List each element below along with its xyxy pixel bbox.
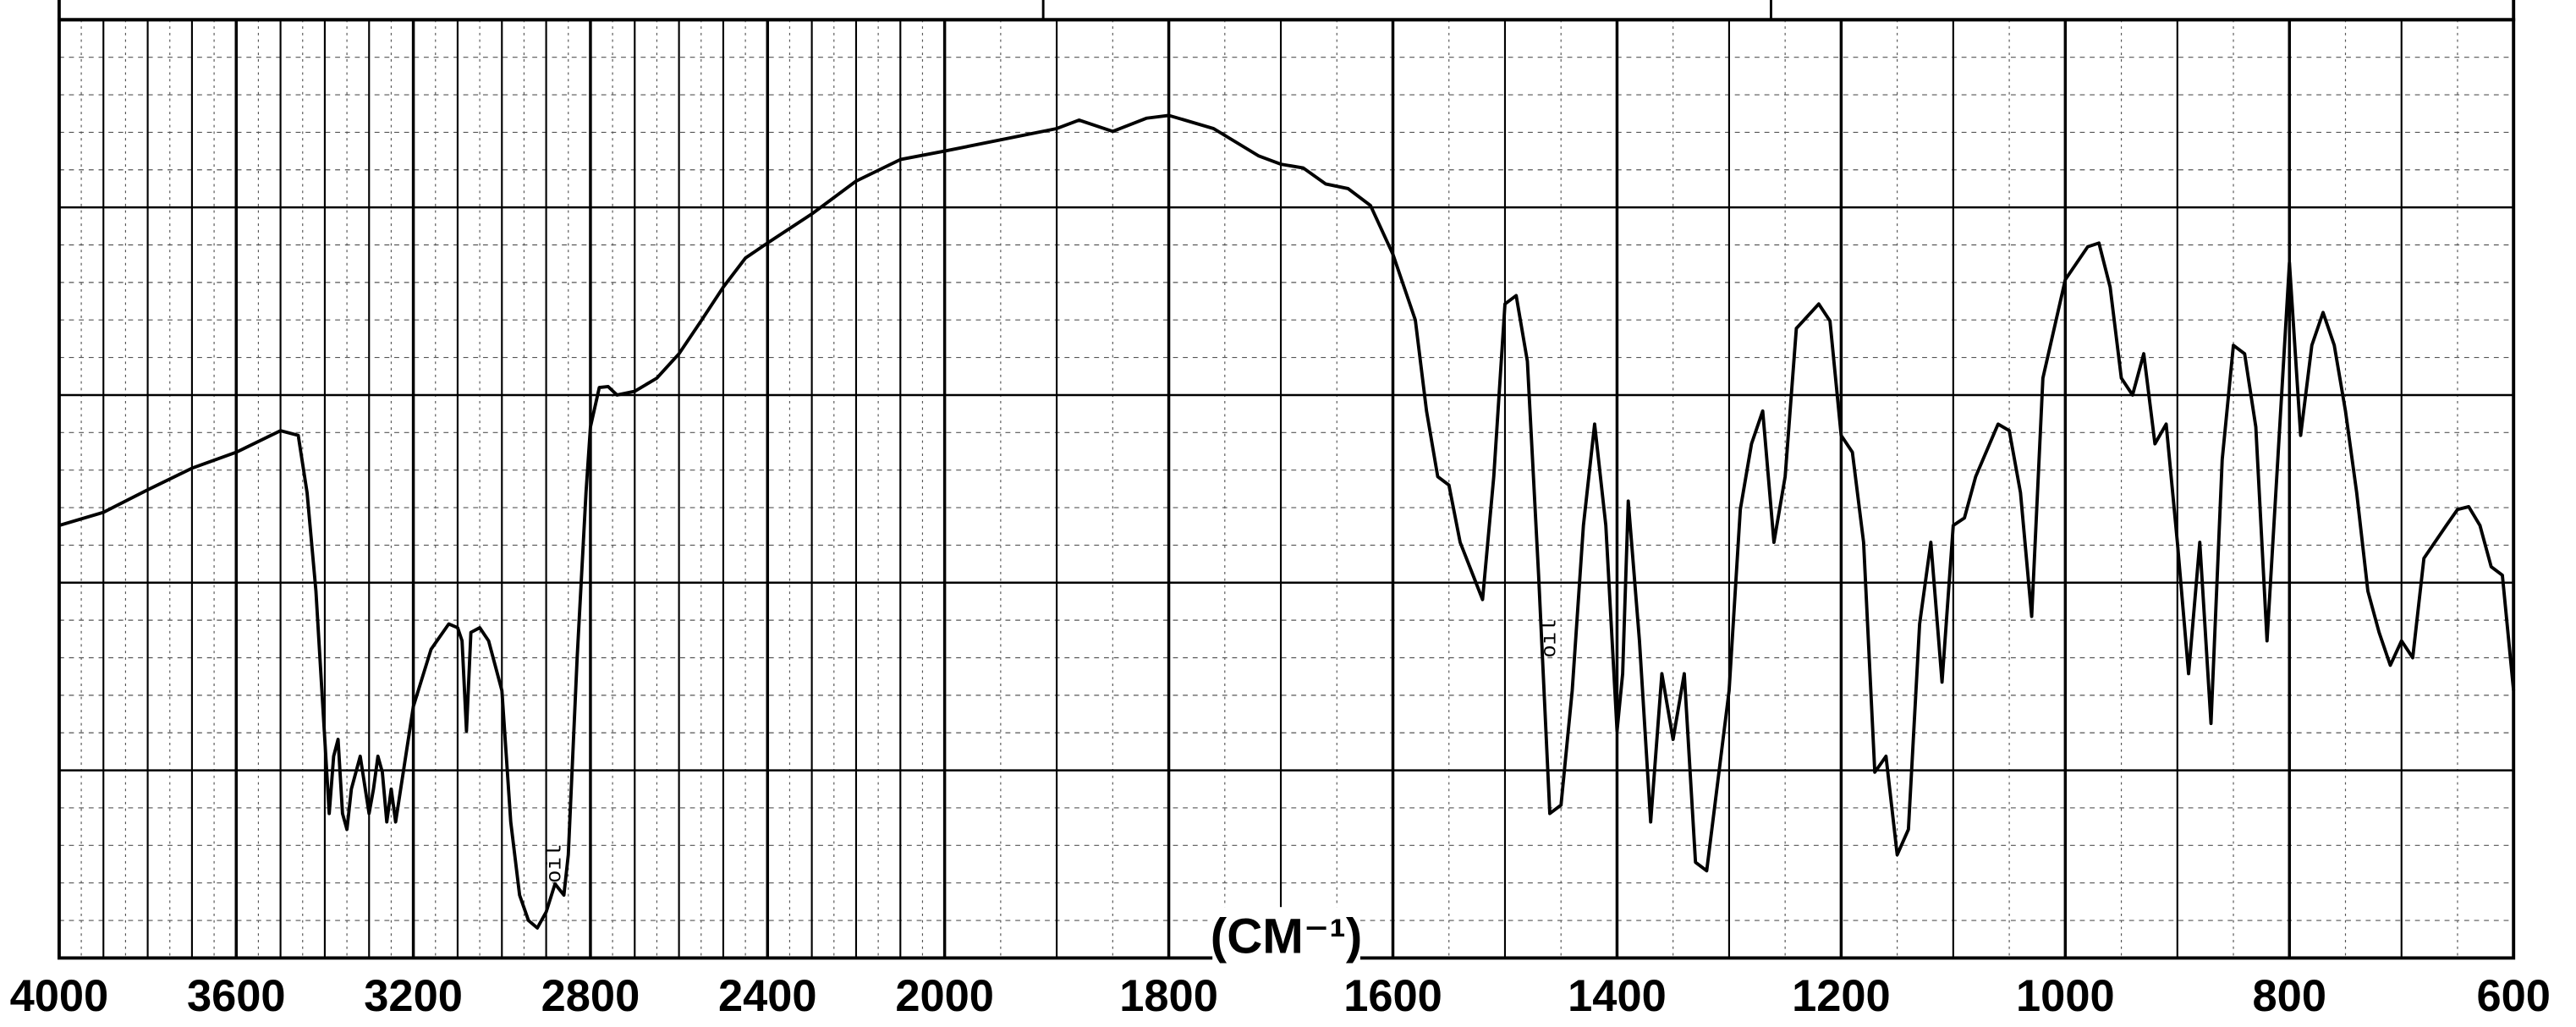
annotation: oil — [1538, 619, 1563, 657]
x-tick-label: 1800 — [1119, 972, 1218, 1021]
x-tick-label: 600 — [2476, 972, 2550, 1021]
x-tick-label: 800 — [2253, 972, 2326, 1021]
plot: oil oil — [58, 113, 2516, 930]
x-tick-label: 1600 — [1343, 972, 1442, 1021]
x-tick-label: 2000 — [895, 972, 994, 1021]
x-tick-label: 1000 — [2016, 972, 2115, 1021]
x-tick-label: 1400 — [1568, 972, 1667, 1021]
grid — [57, 18, 2516, 960]
x-tick-label: 2800 — [541, 972, 640, 1021]
x-tick-label: 3600 — [187, 972, 286, 1021]
spectrum-line — [58, 113, 2516, 930]
x-axis-label: (CM⁻¹) — [1211, 909, 1363, 964]
annotation: oil — [543, 844, 568, 882]
x-tick-label: 3200 — [364, 972, 463, 1021]
x-tick-label: 2400 — [718, 972, 817, 1021]
x-tick-label: 4000 — [10, 972, 109, 1021]
x-tick-label: 1200 — [1792, 972, 1891, 1021]
x-label-background — [1212, 907, 1360, 964]
